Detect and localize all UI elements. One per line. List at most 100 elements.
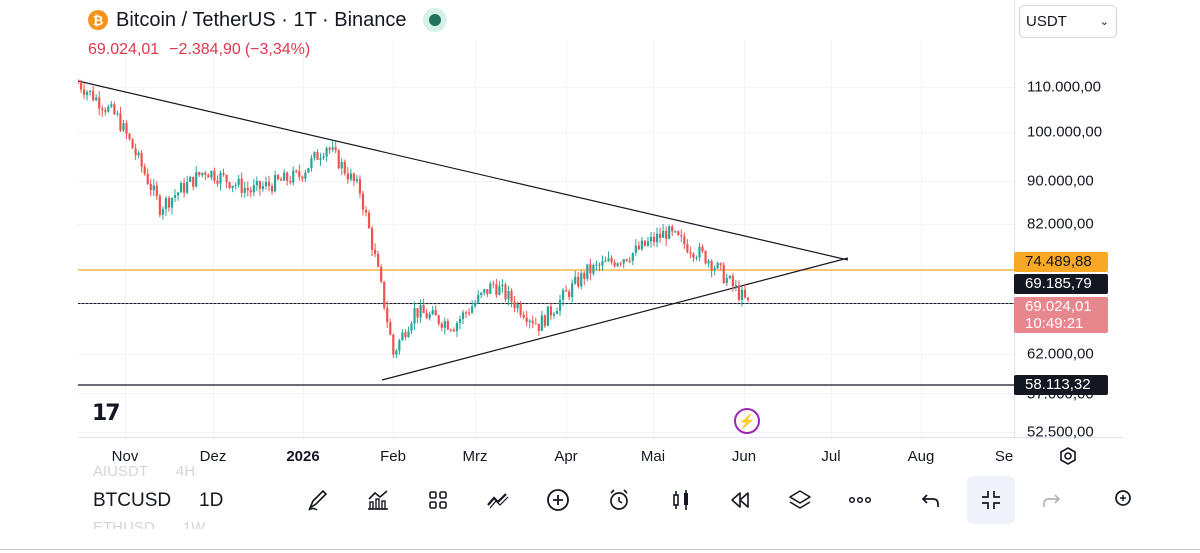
candle-body <box>443 321 446 328</box>
candle-body <box>634 245 637 253</box>
candle-body <box>564 290 568 292</box>
market-open-icon <box>422 8 447 32</box>
indicators-icon[interactable] <box>358 480 398 520</box>
candle-body <box>480 292 483 295</box>
candle-body <box>704 250 707 264</box>
candle-body <box>374 249 377 254</box>
candles-group <box>78 78 750 359</box>
support-level-tag: 58.113,32 <box>1014 375 1108 395</box>
candle-body <box>440 323 443 328</box>
candle-body <box>143 166 146 174</box>
candle-body <box>461 312 465 320</box>
price-tick: 100.000,00 <box>1027 123 1103 141</box>
add-icon[interactable] <box>538 480 578 520</box>
candle-body <box>98 97 101 109</box>
draw-icon[interactable] <box>298 480 338 520</box>
candle-body <box>586 264 589 279</box>
profile-icon[interactable] <box>1100 480 1140 520</box>
candle-body <box>534 323 537 325</box>
candle-body <box>316 152 319 160</box>
candle-body <box>607 258 610 262</box>
candle-body <box>616 263 619 267</box>
undo-icon[interactable] <box>911 480 951 520</box>
candle-body <box>158 196 161 215</box>
candle-body <box>652 237 656 243</box>
candle-body <box>289 180 292 183</box>
candle-body <box>173 195 177 198</box>
candle-body <box>604 261 607 263</box>
candle-body <box>692 253 695 258</box>
currency-select[interactable]: USDT ⌄ <box>1019 5 1117 38</box>
symbol-selector[interactable]: BTCUSD <box>93 490 172 511</box>
layouts-icon[interactable] <box>418 480 458 520</box>
candle-body <box>255 181 258 186</box>
lightning-icon[interactable]: ⚡ <box>734 408 760 434</box>
candle-body <box>95 97 98 101</box>
candle-body <box>416 308 419 318</box>
candle-body <box>204 172 207 175</box>
candle-body <box>458 319 462 324</box>
timeframe-selector[interactable]: 1D <box>199 490 224 511</box>
candle-body <box>328 148 331 150</box>
candle-body <box>577 276 580 287</box>
candle-body <box>152 185 155 191</box>
page-bottom-divider <box>0 549 1200 550</box>
symbol-list-item-faded[interactable]: ETHUSD 1W <box>93 519 205 529</box>
symbol-header[interactable]: ₿ Bitcoin / TetherUS · 1T · Binance <box>88 8 447 32</box>
candles-icon[interactable] <box>661 480 701 520</box>
collapse-icon[interactable] <box>967 476 1015 524</box>
candle-body <box>713 268 716 271</box>
redo-icon[interactable] <box>1031 480 1071 520</box>
candle-body <box>231 185 234 188</box>
candle-body <box>149 184 152 191</box>
candle-body <box>434 310 437 316</box>
candle-body <box>358 179 362 194</box>
candle-body <box>677 231 680 236</box>
candle-body <box>743 289 747 298</box>
candle-body <box>580 273 583 287</box>
candle-body <box>731 275 734 287</box>
candle-body <box>501 284 504 287</box>
candle-body <box>107 106 110 112</box>
candle-body <box>234 184 237 186</box>
candle-body <box>701 246 704 251</box>
symbol-list-item-faded[interactable]: AIUSDT 4H <box>93 463 195 477</box>
candle-body <box>319 158 322 160</box>
orange-level-tag: 74.489,88 <box>1014 252 1108 272</box>
more-icon[interactable] <box>840 480 880 520</box>
candle-body <box>549 306 553 316</box>
alert-icon[interactable] <box>599 480 639 520</box>
candle-body <box>522 314 525 318</box>
grid-line <box>125 40 126 440</box>
last-price-tag: 69.024,01 10:49:21 <box>1014 297 1108 333</box>
price-tick: 90.000,00 <box>1027 172 1094 190</box>
candle-body <box>646 241 650 246</box>
trend-icon[interactable] <box>478 480 518 520</box>
candle-body <box>298 170 301 177</box>
candle-body <box>449 329 452 331</box>
candle-body <box>176 192 180 196</box>
candle-body <box>367 212 371 229</box>
candle-body <box>725 278 728 284</box>
symbol-faded: ETHUSD <box>93 519 155 529</box>
layers-icon[interactable] <box>780 480 820 520</box>
candle-body <box>186 182 189 193</box>
settings-icon[interactable] <box>1058 446 1078 466</box>
candle-body <box>695 257 698 259</box>
candle-body <box>334 147 337 151</box>
candle-body <box>140 152 143 167</box>
replay-icon[interactable] <box>720 480 760 520</box>
candle-body <box>213 170 216 181</box>
time-tick: Se <box>994 448 1014 465</box>
candle-body <box>116 113 119 115</box>
grid-line <box>78 393 1014 394</box>
grid-line <box>744 40 745 440</box>
grid-line <box>78 87 1014 88</box>
candle-body <box>668 226 671 240</box>
price-chart[interactable] <box>78 0 1014 440</box>
candle-body <box>510 290 513 302</box>
candle-body <box>310 157 313 168</box>
candle-body <box>301 176 304 179</box>
candle-body <box>407 331 410 338</box>
symbol-faded: AIUSDT <box>93 463 148 477</box>
